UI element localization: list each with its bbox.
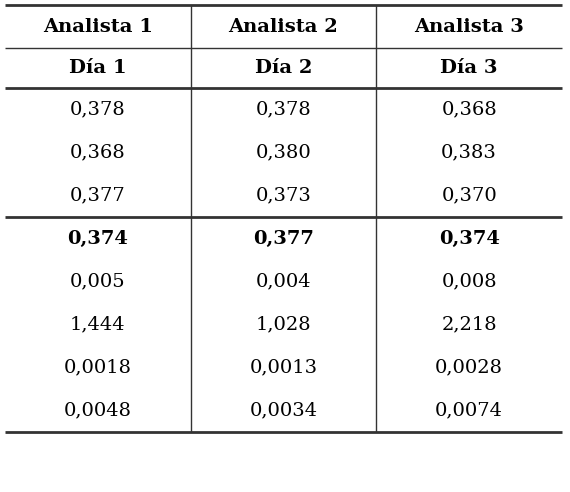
Text: Analista 2: Analista 2 xyxy=(229,18,339,35)
Text: Día 3: Día 3 xyxy=(441,59,498,77)
Text: Día 1: Día 1 xyxy=(69,59,127,77)
Text: 0,0034: 0,0034 xyxy=(250,401,317,420)
Text: 0,374: 0,374 xyxy=(67,229,128,247)
Text: 0,377: 0,377 xyxy=(70,186,126,205)
Text: 0,008: 0,008 xyxy=(441,273,497,290)
Text: 0,0048: 0,0048 xyxy=(64,401,132,420)
Text: 0,005: 0,005 xyxy=(70,273,125,290)
Text: 0,377: 0,377 xyxy=(253,229,314,247)
Text: 0,004: 0,004 xyxy=(256,273,311,290)
Text: 1,028: 1,028 xyxy=(256,315,311,334)
Text: 0,368: 0,368 xyxy=(70,144,126,161)
Text: Analista 1: Analista 1 xyxy=(43,18,153,35)
Text: 0,0018: 0,0018 xyxy=(64,359,132,376)
Text: 0,0013: 0,0013 xyxy=(250,359,317,376)
Text: 2,218: 2,218 xyxy=(441,315,497,334)
Text: 0,378: 0,378 xyxy=(70,100,126,119)
Text: 0,373: 0,373 xyxy=(255,186,311,205)
Text: 0,383: 0,383 xyxy=(441,144,497,161)
Text: 1,444: 1,444 xyxy=(70,315,125,334)
Text: 0,368: 0,368 xyxy=(441,100,497,119)
Text: 0,370: 0,370 xyxy=(441,186,497,205)
Text: 0,0074: 0,0074 xyxy=(435,401,503,420)
Text: 0,380: 0,380 xyxy=(255,144,311,161)
Text: Día 2: Día 2 xyxy=(255,59,312,77)
Text: 0,374: 0,374 xyxy=(439,229,499,247)
Text: 0,0028: 0,0028 xyxy=(435,359,503,376)
Text: Analista 3: Analista 3 xyxy=(414,18,524,35)
Text: 0,378: 0,378 xyxy=(255,100,311,119)
